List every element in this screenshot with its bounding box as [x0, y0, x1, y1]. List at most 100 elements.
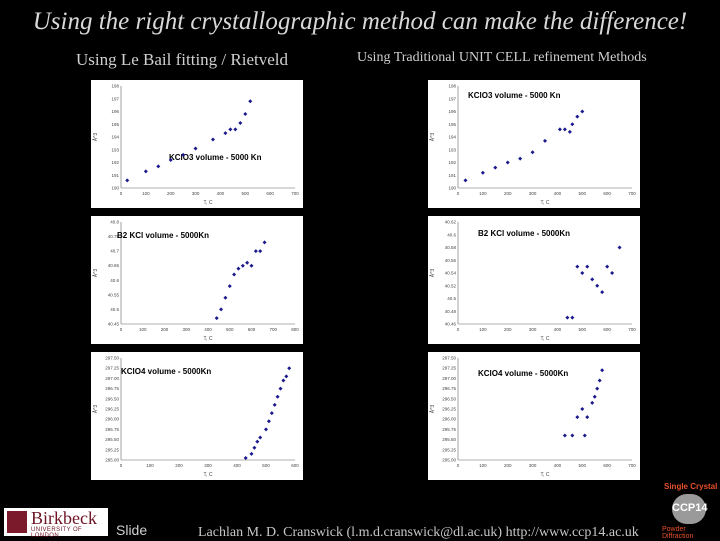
y-tick-label: 196 — [448, 109, 456, 114]
data-point — [590, 277, 595, 282]
x-tick-label: 100 — [479, 191, 487, 196]
x-axis-label: T, C — [541, 336, 550, 342]
y-tick-label: 195 — [448, 122, 456, 127]
x-tick-label: 0 — [120, 463, 123, 468]
x-tick-label: 0 — [457, 191, 460, 196]
data-point — [232, 272, 237, 277]
y-tick-label: 40.45 — [108, 322, 120, 327]
chart-panel-kcl-lebail: 0 100 200 300 400 500 600 700 800 40.45 40.5 40.55 4… — [91, 216, 303, 344]
data-point — [570, 433, 575, 438]
badge-bottom-label: Powder Diffraction — [662, 526, 694, 540]
data-point — [227, 284, 232, 289]
x-tick-label: 200 — [167, 191, 175, 196]
x-tick-label: 300 — [192, 191, 200, 196]
y-tick-label: 295.00 — [105, 458, 119, 463]
y-tick-label: 192 — [111, 160, 119, 165]
chart-panel-kclo3-unitcell: 0 100 200 300 400 500 600 700 190 191 192 193 194 195… — [428, 80, 640, 208]
data-point — [228, 127, 233, 132]
x-tick-label: 500 — [579, 463, 587, 468]
x-tick-label: 500 — [242, 191, 250, 196]
data-point — [223, 131, 228, 136]
data-point — [233, 127, 238, 132]
x-tick-label: 600 — [291, 463, 299, 468]
x-tick-label: 700 — [269, 327, 277, 332]
birkbeck-logo: Birkbeck UNIVERSITY OF LONDON — [4, 508, 108, 539]
data-point — [238, 120, 243, 125]
x-tick-label: 200 — [161, 327, 169, 332]
x-tick-label: 0 — [457, 327, 460, 332]
badge-label: CCP14 — [672, 502, 708, 514]
y-tick-label: 40.54 — [445, 271, 457, 276]
data-point — [125, 178, 130, 183]
x-tick-label: 300 — [529, 327, 537, 332]
data-point — [281, 378, 286, 383]
data-point — [236, 266, 241, 271]
data-point — [264, 427, 268, 432]
data-point — [258, 249, 263, 254]
chart-title: KClO3 volume - 5000 Kn — [169, 153, 262, 162]
data-point — [592, 394, 597, 399]
y-tick-label: 40.7 — [110, 249, 119, 254]
data-point — [278, 386, 283, 391]
y-tick-label: 297.25 — [105, 366, 119, 371]
x-axis-label: T, C — [204, 200, 213, 206]
data-point — [463, 178, 468, 183]
x-axis-label: T, C — [541, 200, 550, 206]
data-point — [210, 137, 215, 142]
x-tick-label: 0 — [120, 191, 123, 196]
y-tick-label: 197 — [111, 96, 119, 101]
badge-top-label: Single Crystal — [664, 482, 718, 491]
x-tick-label: 400 — [554, 327, 562, 332]
x-tick-label: 0 — [457, 463, 460, 468]
y-tick-label: 192 — [448, 160, 456, 165]
y-tick-label: 40.5 — [447, 296, 456, 301]
chart-svg: 0 100 200 300 400 500 600 700 800 40.45 40.5 40.55 4… — [92, 220, 299, 343]
y-axis-label: Å^3 — [92, 269, 99, 278]
data-point — [600, 290, 605, 295]
chart-panel-kcl-unitcell: 0 100 200 300 400 500 600 700 40.46 40.48 40.5 40.5… — [428, 216, 640, 344]
y-tick-label: 198 — [448, 84, 456, 89]
y-tick-label: 296.75 — [105, 386, 119, 391]
data-point — [269, 411, 274, 416]
x-axis-label: T, C — [204, 472, 213, 478]
data-point — [258, 435, 263, 440]
chart-title: KClO4 volume - 5000Kn — [121, 367, 211, 376]
x-tick-label: 700 — [628, 463, 636, 468]
data-point — [255, 439, 260, 444]
x-tick-label: 300 — [529, 463, 537, 468]
y-tick-label: 40.58 — [445, 245, 457, 250]
y-tick-label: 40.8 — [110, 220, 119, 225]
data-point — [266, 419, 271, 424]
chart-title: KClO4 volume - 5000Kn — [478, 369, 568, 378]
y-tick-label: 295.50 — [105, 437, 119, 442]
data-point — [585, 264, 590, 269]
x-tick-label: 500 — [579, 327, 587, 332]
ccp14-badge: Single Crystal CCP14 Powder Diffraction — [662, 482, 718, 540]
data-point — [249, 451, 254, 456]
y-tick-label: 40.56 — [445, 258, 457, 263]
y-tick-label: 296.00 — [105, 417, 119, 422]
x-tick-label: 600 — [248, 327, 256, 332]
x-tick-label: 200 — [504, 463, 512, 468]
data-point — [595, 386, 600, 391]
x-tick-label: 400 — [554, 463, 562, 468]
data-point — [518, 156, 523, 161]
data-point — [480, 170, 485, 175]
x-tick-label: 100 — [146, 463, 154, 468]
x-tick-label: 300 — [204, 463, 212, 468]
data-point — [600, 368, 605, 373]
y-tick-label: 295.50 — [442, 437, 456, 442]
x-tick-label: 500 — [579, 191, 587, 196]
y-tick-label: 40.55 — [108, 292, 120, 297]
data-point — [181, 152, 186, 157]
x-tick-label: 800 — [291, 327, 299, 332]
x-tick-label: 400 — [233, 463, 241, 468]
x-tick-label: 100 — [479, 463, 487, 468]
y-axis-label: Å^3 — [429, 405, 436, 414]
y-axis-label: Å^3 — [429, 269, 436, 278]
y-tick-label: 295.75 — [442, 427, 456, 432]
data-point — [562, 433, 567, 438]
data-point — [562, 127, 567, 132]
y-tick-label: 295.25 — [105, 447, 119, 452]
y-tick-label: 296.50 — [105, 396, 119, 401]
